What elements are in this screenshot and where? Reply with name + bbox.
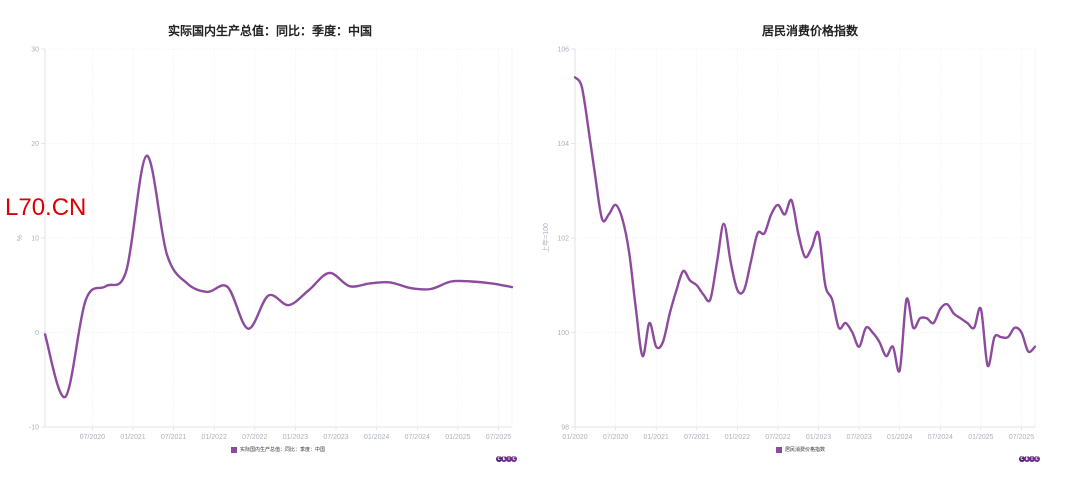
logo-letter: I: [506, 456, 512, 462]
x-tick-label: 07/2020: [80, 434, 105, 441]
y-axis-label: 上年=100: [541, 223, 550, 253]
gdp-line-chart: 30 20 10 0 -10 07/2020 01/2021 07/2021 01/2022 07…: [17, 47, 514, 441]
y-tick-label: 100: [557, 330, 569, 337]
x-tick-label: 07/2021: [684, 434, 709, 441]
x-tick-label: 07/2024: [928, 434, 953, 441]
logo-letter: C: [1034, 456, 1040, 462]
y-tick-label: 30: [31, 47, 39, 54]
x-tick-label: 01/2023: [806, 434, 831, 441]
y-tick-label: 98: [561, 425, 569, 432]
logo-letter: C: [1019, 456, 1025, 462]
legend-swatch: [231, 446, 237, 453]
logo-letter: E: [1024, 456, 1030, 462]
chart-title: 居民消费价格指数: [761, 24, 858, 38]
y-tick-label: 0: [35, 330, 39, 337]
x-tick-label: 01/2021: [644, 434, 669, 441]
y-axis-label: %: [17, 235, 24, 241]
series-line[interactable]: [573, 76, 1037, 373]
series-line[interactable]: [43, 154, 514, 399]
y-tick-label: 20: [31, 141, 39, 148]
legend-label: 实际国内生产总值：同比：季度：中国: [240, 447, 326, 453]
logo-letter: C: [496, 456, 502, 462]
x-tick-label: 07/2023: [323, 434, 348, 441]
x-tick-label: 01/2020: [562, 434, 587, 441]
y-tick-label: 104: [557, 141, 569, 148]
x-tick-label: 07/2021: [161, 434, 186, 441]
cpi-line-chart: 106 104 102 100 98 01/2020 07/2020 01/2021 07/20…: [541, 47, 1037, 441]
x-tick-label: 01/2022: [725, 434, 750, 441]
y-tick-label: 102: [557, 236, 569, 243]
x-tick-label: 01/2025: [445, 434, 470, 441]
logo-letter: C: [511, 456, 517, 462]
y-tick-label: 106: [557, 47, 569, 54]
chart-title: 实际国内生产总值：同比：季度：中国: [167, 24, 372, 38]
legend-label: 居民消费价格指数: [785, 447, 826, 453]
y-tick-label: 10: [31, 236, 39, 243]
x-tick-label: 07/2023: [846, 434, 871, 441]
watermark: L70.CN: [5, 194, 87, 221]
ceic-logo: C E I C: [1019, 456, 1040, 462]
logo-letter: E: [501, 456, 507, 462]
x-tick-label: 01/2024: [364, 434, 389, 441]
x-tick-label: 07/2020: [603, 434, 628, 441]
x-tick-label: 01/2022: [202, 434, 227, 441]
gdp-chart-panel: 实际国内生产总值：同比：季度：中国 30 20 10 0 -10 07/2020 01/20…: [17, 24, 517, 462]
x-tick-label: 01/2021: [120, 434, 145, 441]
legend-swatch: [776, 446, 782, 453]
x-tick-label: 07/2025: [1009, 434, 1034, 441]
x-tick-label: 07/2022: [765, 434, 790, 441]
cpi-chart-panel: 居民消费价格指数 106 104 102 100 98 01/2020 07/2020 01/…: [540, 0, 1080, 477]
logo-letter: I: [1029, 456, 1035, 462]
x-tick-label: 01/2025: [968, 434, 993, 441]
legend[interactable]: 居民消费价格指数: [776, 446, 825, 453]
legend[interactable]: 实际国内生产总值：同比：季度：中国: [231, 446, 325, 453]
x-tick-label: 01/2023: [283, 434, 308, 441]
x-tick-label: 07/2024: [405, 434, 430, 441]
ceic-logo: C E I C: [496, 456, 517, 462]
x-tick-label: 07/2025: [486, 434, 511, 441]
y-tick-label: -10: [29, 425, 39, 432]
x-tick-label: 01/2024: [887, 434, 912, 441]
x-tick-label: 07/2022: [242, 434, 267, 441]
